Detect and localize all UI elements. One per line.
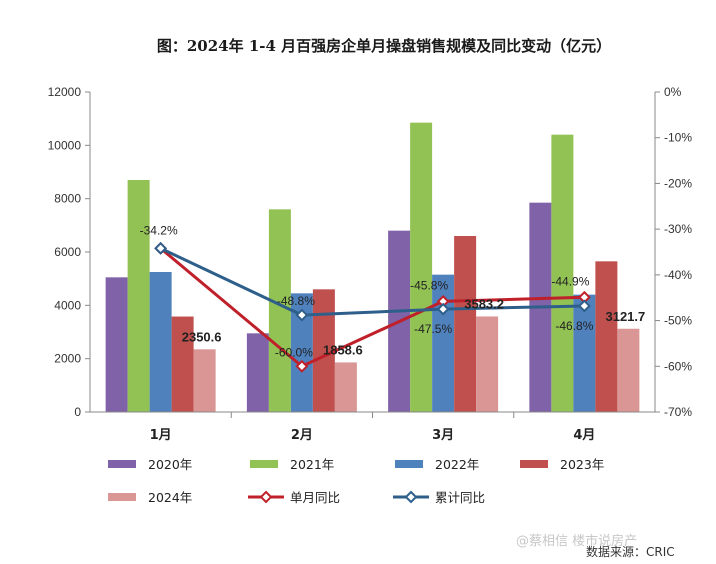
category-label: 3月 (432, 428, 454, 443)
bar-2020年 (105, 277, 128, 412)
bar-2023年 (312, 289, 335, 412)
bar-2024年 (193, 349, 216, 412)
line-data-label: -46.8% (555, 319, 593, 333)
left-tick-label: 6000 (54, 245, 81, 259)
bar-2023年 (171, 316, 194, 412)
line-data-label: -44.9% (551, 274, 589, 288)
legend-swatch (520, 460, 548, 468)
bar-data-label: 2350.6 (182, 329, 222, 344)
source-note: 数据来源：CRIC (586, 544, 675, 559)
legend: 2020年 2021年 2022年 2023年 2024年 单月同比 累计同比 (108, 457, 604, 505)
bar-2024年 (617, 328, 640, 412)
bar-2023年 (595, 261, 618, 412)
left-tick-label: 10000 (48, 138, 82, 152)
left-tick-label: 2000 (54, 352, 81, 366)
legend-swatch (250, 460, 278, 468)
bar-2021年 (551, 134, 574, 412)
bars-group (105, 122, 640, 413)
right-tick-label: 0% (664, 85, 682, 99)
category-label: 2月 (291, 428, 313, 443)
lines-group (154, 241, 591, 373)
bar-2023年 (454, 236, 477, 412)
bar-2024年 (334, 362, 357, 412)
watermark: @蔡相信 楼市说房产 (516, 533, 637, 549)
bar-2022年 (149, 272, 172, 412)
marker-累计同比 (577, 299, 591, 313)
legend-label: 累计同比 (435, 490, 485, 505)
right-tick-label: -40% (664, 268, 692, 282)
bar-2024年 (476, 316, 499, 412)
legend-label: 2020年 (148, 457, 192, 472)
marker-累计同比 (295, 308, 309, 322)
legend-label: 单月同比 (290, 490, 340, 505)
legend-swatch (108, 460, 136, 468)
left-tick-label: 8000 (54, 192, 81, 206)
bar-2022年 (290, 293, 313, 412)
left-tick-label: 12000 (48, 85, 82, 99)
legend-label: 2024年 (148, 490, 192, 505)
right-tick-label: -10% (664, 131, 692, 145)
category-label: 4月 (573, 428, 595, 443)
marker-累计同比 (154, 241, 168, 255)
right-tick-label: -20% (664, 176, 692, 190)
legend-swatch (395, 460, 423, 468)
line-data-label: -45.8% (410, 278, 448, 292)
legend-swatch (108, 493, 136, 501)
right-tick-label: -60% (664, 359, 692, 373)
right-axis-ticks: -70% -60% -50% -40% -30% -20% -10% 0% (655, 85, 692, 419)
left-tick-label: 4000 (54, 298, 81, 312)
bar-data-label: 3121.7 (605, 309, 645, 324)
legend-label: 2022年 (435, 457, 479, 472)
legend-label: 2023年 (560, 457, 604, 472)
line-单月同比 (159, 247, 585, 369)
bar-2021年 (127, 180, 150, 412)
left-axis-ticks: 0 2000 4000 6000 8000 10000 12000 (48, 85, 90, 419)
category-labels: 1月 2月 3月 4月 (150, 412, 595, 443)
bar-2020年 (246, 333, 269, 412)
line-data-label: -48.8% (277, 294, 315, 308)
bar-2021年 (410, 122, 433, 413)
line-累计同比 (159, 246, 585, 317)
right-tick-label: -50% (664, 314, 692, 328)
legend-marker (404, 490, 418, 504)
line-data-label: -34.2% (140, 223, 178, 237)
right-tick-label: -30% (664, 222, 692, 236)
bar-2022年 (573, 294, 596, 412)
bar-data-label: 3583.2 (464, 296, 504, 311)
legend-marker (259, 490, 273, 504)
line-data-label: -60.0% (275, 345, 313, 359)
category-label: 1月 (150, 428, 172, 443)
marker-累计同比 (436, 302, 450, 316)
data-labels-group: 2350.6 1858.6 3583.2 3121.7 -34.2% -60.0% -45.… (140, 223, 646, 359)
line-data-label: -47.5% (414, 322, 452, 336)
chart-title: 图：2024年 1-4 月百强房企单月操盘销售规模及同比变动（亿元） (157, 37, 611, 55)
bar-data-label: 1858.6 (323, 342, 363, 357)
right-tick-label: -70% (664, 405, 692, 419)
marker-单月同比 (295, 359, 309, 373)
legend-label: 2021年 (290, 457, 334, 472)
bar-2021年 (268, 209, 291, 412)
left-tick-label: 0 (74, 405, 81, 419)
